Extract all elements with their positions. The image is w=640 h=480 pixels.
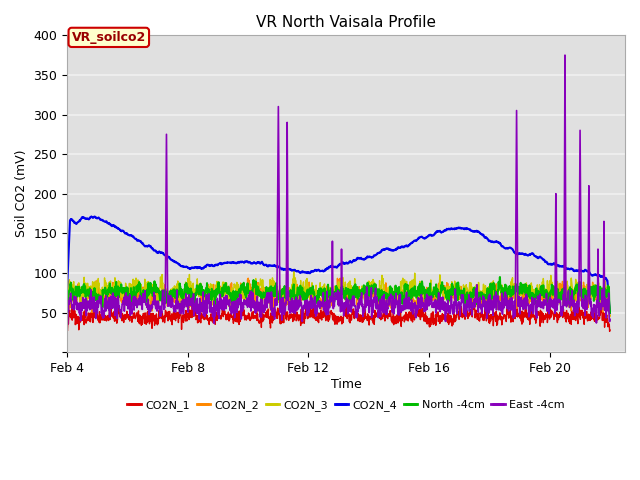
CO2N_2 (63, 313, 71, 319)
CO2N_2 (296, 294, 304, 300)
Line: CO2N_3: CO2N_3 (67, 270, 610, 316)
CO2N_1 (606, 327, 614, 333)
CO2N_1 (96, 309, 104, 314)
CO2N_2 (606, 313, 614, 319)
CO2N_4 (532, 253, 540, 259)
Line: CO2N_2: CO2N_2 (67, 278, 610, 316)
North -4cm (532, 295, 540, 300)
North -4cm (412, 288, 420, 294)
CO2N_3 (413, 296, 420, 301)
CO2N_4 (96, 216, 104, 221)
East -4cm (95, 298, 103, 303)
Y-axis label: Soil CO2 (mV): Soil CO2 (mV) (15, 150, 28, 238)
East -4cm (561, 52, 569, 58)
CO2N_4 (296, 270, 304, 276)
CO2N_4 (606, 310, 614, 316)
CO2N_2 (95, 285, 103, 291)
CO2N_3 (290, 267, 298, 273)
CO2N_3 (296, 293, 304, 299)
CO2N_4 (305, 270, 313, 276)
CO2N_4 (413, 238, 420, 243)
CO2N_2 (532, 299, 540, 305)
East -4cm (305, 310, 313, 316)
CO2N_1 (413, 311, 420, 316)
CO2N_2 (305, 281, 313, 287)
CO2N_3 (95, 285, 103, 291)
North -4cm (95, 295, 103, 301)
Line: East -4cm: East -4cm (67, 55, 610, 324)
CO2N_3 (305, 288, 313, 294)
CO2N_1 (353, 315, 360, 321)
CO2N_3 (353, 293, 360, 299)
North -4cm (496, 274, 504, 280)
CO2N_2 (413, 300, 420, 306)
CO2N_3 (63, 312, 71, 317)
CO2N_1 (532, 313, 540, 319)
East -4cm (352, 308, 360, 314)
Text: VR_soilco2: VR_soilco2 (72, 31, 146, 44)
East -4cm (296, 303, 304, 309)
North -4cm (352, 285, 360, 290)
CO2N_3 (532, 286, 540, 292)
CO2N_4 (353, 257, 360, 263)
North -4cm (305, 292, 313, 298)
Line: North -4cm: North -4cm (67, 277, 610, 312)
CO2N_2 (337, 275, 344, 281)
CO2N_1 (606, 328, 614, 334)
Line: CO2N_4: CO2N_4 (67, 216, 610, 313)
CO2N_1 (63, 325, 71, 331)
CO2N_1 (296, 315, 304, 321)
North -4cm (296, 291, 304, 297)
North -4cm (606, 310, 614, 315)
CO2N_4 (63, 284, 71, 290)
CO2N_1 (91, 302, 99, 308)
East -4cm (412, 315, 420, 321)
CO2N_4 (88, 214, 95, 219)
North -4cm (63, 310, 71, 315)
CO2N_3 (606, 313, 614, 319)
CO2N_1 (305, 306, 313, 312)
Line: CO2N_1: CO2N_1 (67, 305, 610, 331)
Legend: CO2N_1, CO2N_2, CO2N_3, CO2N_4, North -4cm, East -4cm: CO2N_1, CO2N_2, CO2N_3, CO2N_4, North -4… (123, 396, 569, 416)
East -4cm (63, 322, 71, 327)
East -4cm (531, 303, 539, 309)
Title: VR North Vaisala Profile: VR North Vaisala Profile (256, 15, 436, 30)
X-axis label: Time: Time (331, 378, 362, 391)
CO2N_2 (353, 287, 360, 292)
East -4cm (606, 316, 614, 322)
